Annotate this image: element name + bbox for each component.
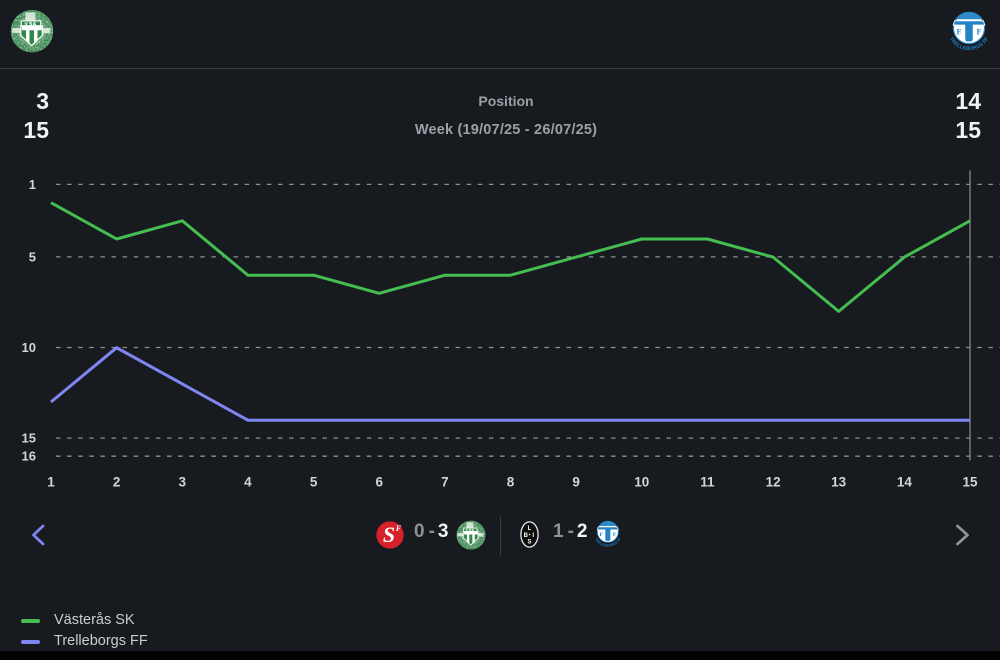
- svg-text:5: 5: [310, 475, 318, 490]
- svg-text:B: B: [524, 533, 529, 539]
- svg-text:6: 6: [375, 475, 383, 490]
- svg-text:F: F: [957, 28, 962, 37]
- svg-text:1: 1: [47, 475, 55, 490]
- svg-text:8: 8: [507, 475, 515, 490]
- svg-text:I: I: [532, 533, 534, 539]
- svg-text:16: 16: [22, 449, 36, 464]
- svg-text:15: 15: [22, 431, 36, 446]
- svg-text:11: 11: [700, 475, 715, 490]
- svg-text:5: 5: [29, 249, 36, 264]
- svg-text:12: 12: [766, 475, 781, 490]
- svg-text:10: 10: [22, 340, 36, 355]
- svg-text:15: 15: [962, 475, 978, 490]
- svg-text:S: S: [527, 540, 531, 546]
- svg-text:7: 7: [441, 475, 449, 490]
- svg-text:F: F: [977, 28, 982, 37]
- svg-text:S: S: [383, 522, 395, 547]
- svg-text:4: 4: [244, 475, 252, 490]
- svg-text:1: 1: [29, 177, 36, 192]
- svg-text:F: F: [395, 524, 402, 533]
- svg-text:2: 2: [113, 475, 121, 490]
- svg-text:3: 3: [179, 475, 187, 490]
- svg-text:10: 10: [634, 475, 649, 490]
- svg-text:9: 9: [572, 475, 580, 490]
- svg-text:13: 13: [831, 475, 847, 490]
- svg-text:14: 14: [897, 475, 913, 490]
- svg-text:L: L: [528, 526, 532, 532]
